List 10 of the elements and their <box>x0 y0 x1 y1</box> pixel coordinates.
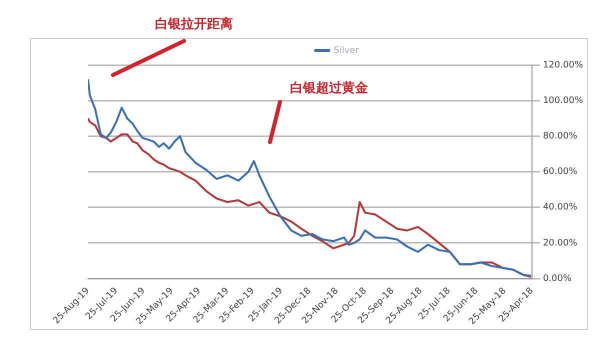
y-tick-label: 40.00% <box>542 202 578 213</box>
y-tick-label: 20.00% <box>542 238 578 248</box>
text: 白银拉开距离 <box>155 16 233 32</box>
y-tick-label: 80.00% <box>542 132 578 142</box>
y-tick-label: 0.00% <box>542 274 572 284</box>
y-tick-label: 60.00% <box>542 167 578 178</box>
legend-label: Silver <box>334 46 360 56</box>
y-tick-label: 120.00% <box>542 60 584 70</box>
annotation: 白银超过黄金 <box>290 80 369 96</box>
y-tick-label: 100.00% <box>542 96 584 106</box>
